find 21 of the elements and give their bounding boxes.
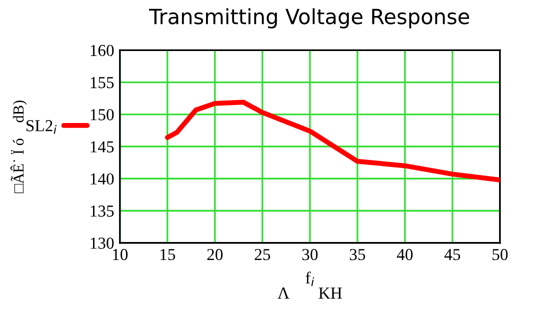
line-series bbox=[164, 100, 500, 182]
y-tick-label: 155 bbox=[90, 77, 114, 88]
x-tick-label: 35 bbox=[350, 248, 366, 260]
x-tick-label: 25 bbox=[254, 248, 270, 260]
chart-title: Transmitting Voltage Response bbox=[149, 8, 470, 28]
x-tick-label: 15 bbox=[160, 249, 176, 260]
x-tick-label: 10 bbox=[113, 248, 128, 260]
x-tick-label: 50 bbox=[492, 248, 508, 260]
y-tick-label: 130 bbox=[90, 238, 114, 249]
x-tick-label: 40 bbox=[396, 248, 413, 260]
x-tick-label: 30 bbox=[302, 248, 318, 260]
y-tick-label: 135 bbox=[90, 206, 114, 217]
x-tick-label: 20 bbox=[207, 248, 223, 260]
y-tick-label: 160 bbox=[90, 44, 114, 56]
y-axis-title: □ÃÊ˙ Ï ó dB) bbox=[10, 100, 27, 194]
y-tick-label: 140 bbox=[90, 173, 114, 185]
y-tick-label: 150 bbox=[90, 109, 114, 120]
x-axis-title: f$_{i}$ Λ KH bbox=[278, 272, 342, 299]
y-tick-label: 145 bbox=[90, 141, 114, 152]
x-tick-label: 45 bbox=[444, 249, 460, 260]
legend-label: SL2$_{i}$ bbox=[26, 120, 57, 134]
